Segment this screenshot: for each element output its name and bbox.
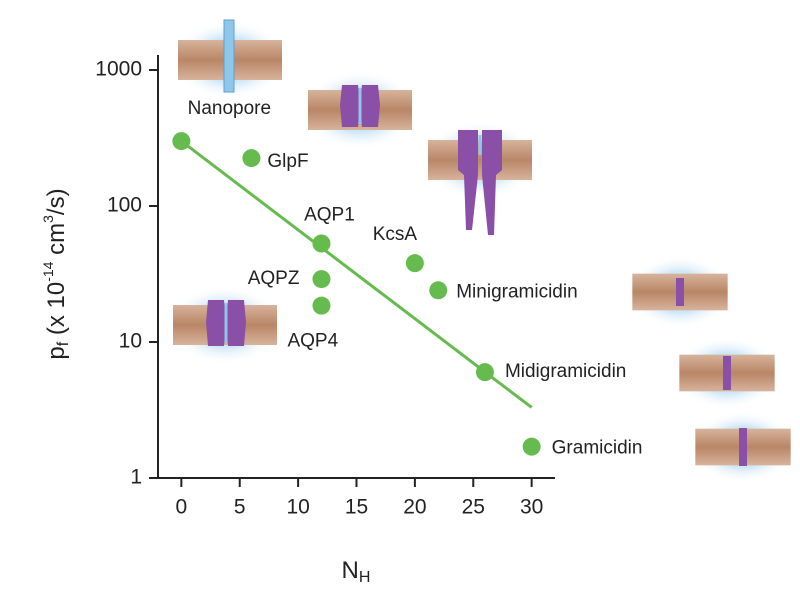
y-tick-label: 1 [130,466,142,489]
point-label: Minigramicidin [456,281,577,302]
point-label: Midigramicidin [505,361,626,382]
y-label-part: p [43,346,70,359]
x-label-part: N [342,557,359,584]
fit-line [180,139,533,409]
icon-glpf [302,70,418,150]
icon-kcsa [422,120,538,235]
x-tick-label: 25 [462,496,485,519]
x-tick-label: 20 [403,496,426,519]
y-label-part: f [55,341,72,346]
point-label: GlpF [267,151,308,172]
icon-aqpz [167,285,283,365]
data-point [429,281,448,300]
point-label: AQP4 [287,331,338,352]
point-label: AQPZ [248,268,300,289]
data-point [312,270,331,289]
y-tick-label: 1000 [95,58,142,81]
y-tick-label: 100 [107,194,142,217]
data-point [475,363,494,382]
x-tick-label: 5 [234,496,246,519]
data-point [405,254,424,273]
data-point [312,234,331,253]
x-label-part: H [359,569,371,586]
x-tick-label: 0 [176,496,188,519]
y-label-part: (x 10 [43,282,70,342]
x-tick-label: 30 [520,496,543,519]
point-label: KcsA [373,224,418,245]
data-point [242,149,261,168]
y-label-part: 3 [40,215,56,223]
icon-nanopore [172,19,288,100]
x-axis-label: NH [342,557,371,586]
icon-midigramicidin [673,336,781,410]
x-tick-label: 10 [286,496,309,519]
y-label-part: -14 [40,261,56,281]
x-tick-label: 15 [345,496,368,519]
point-label: Gramicidin [552,438,643,459]
data-point [522,437,541,456]
point-label: Nanopore [188,98,271,119]
icon-minigramicidin [626,255,734,329]
data-point [172,132,191,151]
icon-gramicidin [689,410,797,484]
y-tick-label: 10 [119,330,142,353]
y-label-part: /s) [43,188,70,215]
y-axis-label: pf (x 10-14 cm3/s) [40,188,73,359]
y-label-part: cm [43,223,70,262]
point-label: AQP1 [304,205,355,226]
data-point [312,296,331,315]
